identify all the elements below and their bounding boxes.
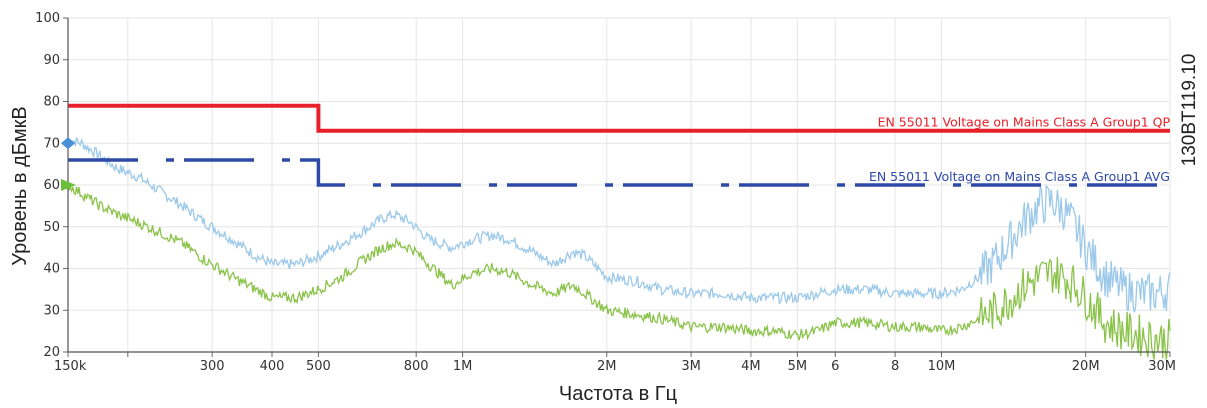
- x-tick-label: 30M: [1148, 359, 1176, 374]
- y-tick-label: 50: [43, 220, 60, 235]
- marker-diamond: [61, 137, 75, 150]
- series-qp_limit: [68, 103, 1170, 133]
- x-tick-label: 5M: [788, 359, 808, 374]
- x-tick-label: 10M: [928, 359, 956, 374]
- series-avg_limit: [68, 158, 1170, 187]
- x-axis-title: Частота в Гц: [559, 383, 677, 405]
- x-tick-label: 800: [404, 359, 429, 374]
- x-tick-label: 400: [260, 359, 285, 374]
- x-tick-label: 2M: [597, 359, 617, 374]
- x-tick-label: 8: [891, 359, 899, 374]
- x-tick-label: 4M: [741, 359, 761, 374]
- x-tick-label: 6: [831, 359, 839, 374]
- y-axis-title: Уровень в дБмкВ: [9, 106, 31, 265]
- x-tick-label: 500: [306, 359, 331, 374]
- x-tick-label: 3M: [681, 359, 701, 374]
- series-avg_measured: [67, 181, 1171, 360]
- x-tick-label: 300: [200, 359, 225, 374]
- figure-code-label: 130BT119.10: [1179, 54, 1200, 167]
- series-qp_measured: [67, 137, 1171, 313]
- x-tick-label: 150k: [54, 359, 87, 374]
- x-tick-label: 20M: [1072, 359, 1100, 374]
- annotation-qp_limit: EN 55011 Voltage on Mains Class A Group1…: [878, 115, 1171, 130]
- x-tick-label: 1M: [453, 359, 473, 374]
- tick-labels: 20 30 40 50 60 70 80 90 100 150k 300 400 500 800 1M 2M 3…: [35, 11, 1176, 374]
- y-tick-label: 100: [35, 11, 60, 26]
- marker-triangle: [61, 179, 76, 191]
- y-tick-label: 40: [43, 262, 60, 277]
- y-tick-label: 30: [43, 303, 60, 318]
- limit-series: [68, 103, 1170, 187]
- level-markers: [61, 137, 76, 191]
- y-tick-label: 70: [43, 136, 60, 151]
- measured-series: [67, 137, 1171, 360]
- y-tick-label: 20: [43, 345, 60, 360]
- y-tick-label: 60: [43, 178, 60, 193]
- annotation-avg_limit: EN 55011 Voltage on Mains Class A Group1…: [869, 169, 1170, 184]
- y-tick-label: 80: [43, 95, 60, 110]
- limit-annotations: EN 55011 Voltage on Mains Class A Group1…: [869, 115, 1171, 184]
- y-tick-label: 90: [43, 53, 60, 68]
